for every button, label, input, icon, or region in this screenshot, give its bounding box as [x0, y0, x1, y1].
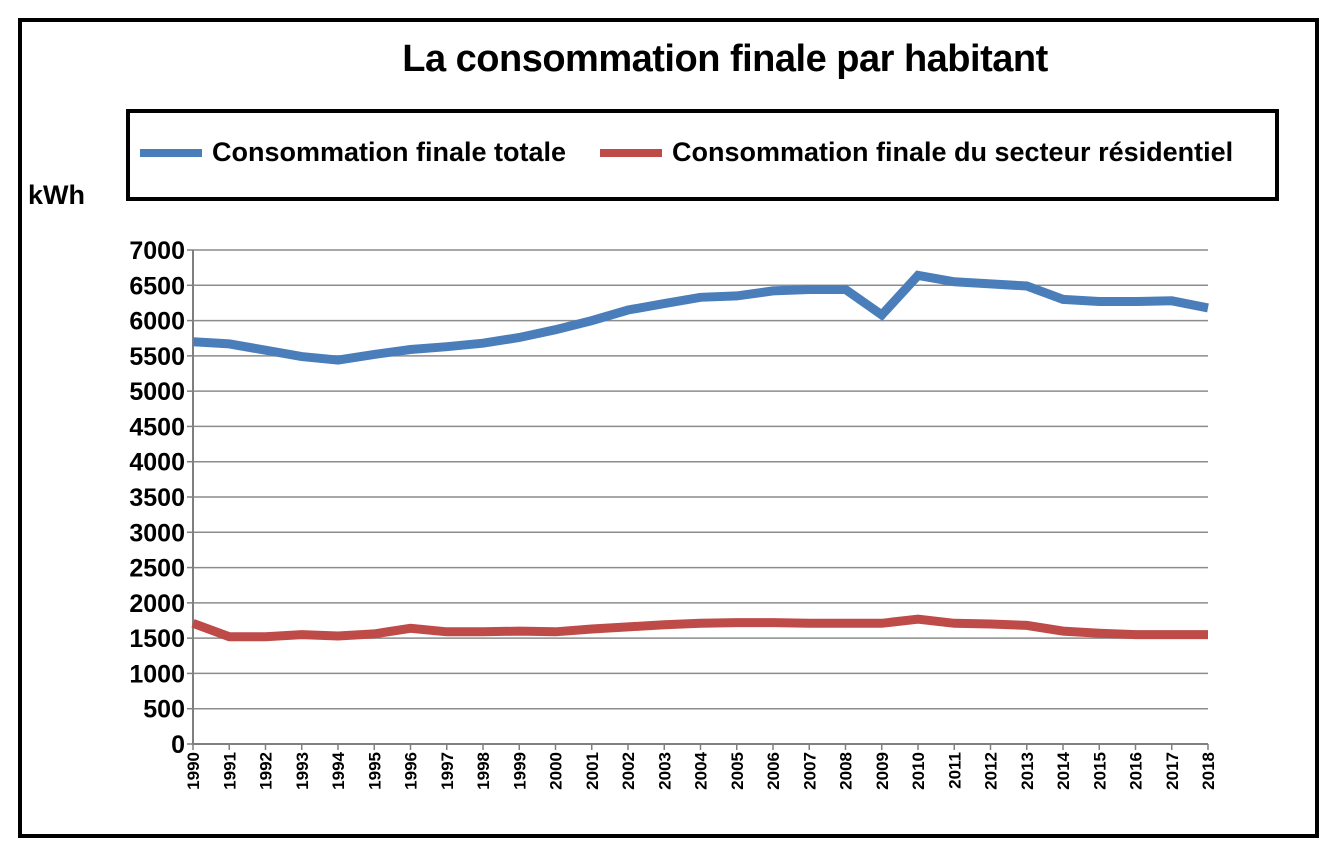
x-axis-ticks: 1990 1991 1992 1993 1994 1995 1996 1997 1998 1999… — [184, 744, 1218, 790]
y-tick-label: 6500 — [129, 272, 185, 300]
x-tick-label: 1995 — [365, 752, 384, 790]
x-tick-label: 1999 — [510, 752, 529, 790]
x-tick-label: 2001 — [583, 752, 602, 790]
y-tick-label: 2000 — [129, 590, 185, 618]
x-tick-label: 1990 — [184, 752, 203, 790]
y-tick-label: 1000 — [129, 660, 185, 688]
y-tick-label: 2500 — [129, 555, 185, 583]
legend-label-residential: Consommation finale du secteur résidenti… — [672, 137, 1234, 167]
x-tick-label: 2004 — [692, 751, 711, 789]
chart-legend: Consommation finale totale Consommation … — [126, 109, 1279, 201]
y-tick-label: 5500 — [129, 343, 185, 371]
x-tick-label: 2002 — [619, 752, 638, 790]
y-axis-unit-label: kWh — [28, 180, 85, 210]
x-tick-label: 2018 — [1199, 752, 1218, 790]
legend-item-total: Consommation finale totale — [140, 137, 566, 168]
y-tick-label: 7000 — [129, 237, 185, 265]
series-line-total — [192, 270, 1209, 365]
y-tick-label: 0 — [171, 731, 185, 759]
y-tick-label: 4000 — [129, 449, 185, 477]
x-tick-label: 2006 — [764, 752, 783, 790]
x-tick-label: 2010 — [909, 752, 928, 790]
x-tick-label: 1994 — [329, 751, 348, 789]
x-tick-label: 2012 — [982, 752, 1001, 790]
x-tick-label: 2017 — [1163, 752, 1182, 790]
y-tick-label: 4500 — [129, 413, 185, 441]
legend-swatch-total — [140, 148, 202, 157]
gridlines — [187, 249, 1208, 745]
y-tick-label: 6000 — [129, 308, 185, 336]
x-tick-label: 1996 — [402, 752, 421, 790]
x-tick-label: 1997 — [438, 752, 457, 790]
x-tick-label: 1993 — [293, 752, 312, 790]
x-tick-label: 2003 — [655, 752, 674, 790]
chart-title: La consommation finale par habitant — [402, 38, 1048, 80]
x-tick-label: 2013 — [1018, 752, 1037, 790]
x-tick-label: 2008 — [837, 752, 856, 790]
x-tick-label: 2015 — [1090, 752, 1109, 790]
x-tick-label: 2016 — [1127, 752, 1146, 790]
y-tick-label: 1500 — [129, 625, 185, 653]
x-tick-label: 2000 — [547, 752, 566, 790]
x-tick-label: 2011 — [945, 752, 964, 789]
series-lines — [191, 270, 1209, 642]
x-tick-label: 1998 — [474, 752, 493, 790]
x-tick-label: 2014 — [1054, 751, 1073, 789]
legend-item-residential: Consommation finale du secteur résidenti… — [600, 137, 1233, 168]
x-tick-label: 1991 — [220, 752, 239, 790]
y-axis-ticks: 0 500 1000 1500 2000 2500 3000 3500 4000 4500 5000… — [129, 237, 185, 759]
x-tick-label: 2009 — [873, 752, 892, 790]
legend-label-total: Consommation finale totale — [212, 137, 567, 167]
y-tick-label: 3500 — [129, 484, 185, 512]
y-tick-label: 3000 — [129, 519, 185, 547]
y-tick-label: 5000 — [129, 378, 185, 406]
y-tick-label: 500 — [143, 696, 185, 724]
x-tick-label: 1992 — [257, 752, 276, 790]
legend-swatch-residential — [600, 148, 662, 157]
series-line-residential — [191, 614, 1208, 642]
x-tick-label: 2007 — [800, 752, 819, 790]
x-tick-label: 2005 — [728, 752, 747, 790]
